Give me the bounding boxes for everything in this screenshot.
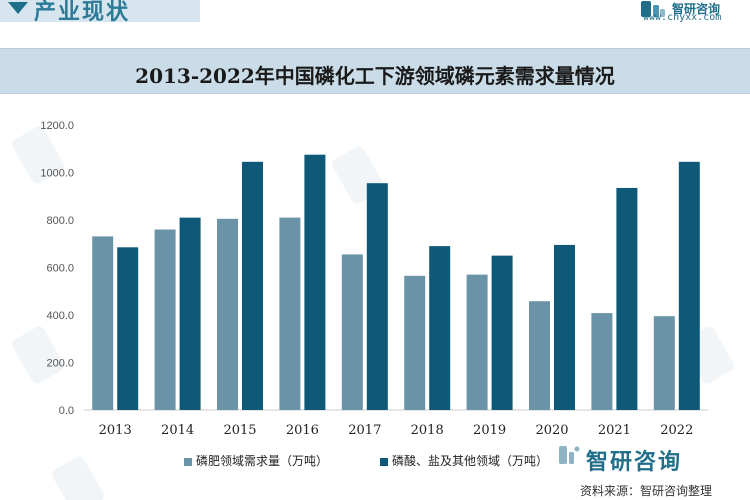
y-tick-label: 600.0: [46, 263, 74, 275]
bar-series-1-2017: [341, 254, 363, 410]
bar-series-1-2019: [466, 274, 488, 410]
brand-logo-icon: [641, 1, 665, 17]
x-tick-label: 2020: [535, 423, 568, 438]
brand-url[interactable]: www.chyxx.com: [643, 12, 722, 23]
bar-series-2-2014: [179, 217, 201, 410]
section-title: 产业现状: [34, 0, 131, 24]
y-tick-label: 400.0: [46, 310, 74, 322]
y-tick-label: 1200.0: [40, 120, 74, 132]
bar-series-2-2020: [554, 244, 575, 410]
x-tick-label: 2015: [223, 423, 256, 438]
x-axis-labels: 2013 2014 2015 2016 2017 2018 2019 2020 2021 2022: [99, 423, 694, 438]
legend-swatch-series-2: [380, 457, 388, 466]
bar-series-1-2013: [92, 236, 114, 410]
top-bar: 产业现状 智研咨询 www.chyxx.com: [0, 0, 750, 40]
bar-series-1-2016: [279, 217, 301, 410]
bar-series-2-2019: [491, 255, 513, 410]
x-tick-label: 2021: [598, 423, 631, 438]
bar-series-2-2018: [429, 246, 451, 410]
bar-series-1-2018: [404, 275, 426, 410]
x-tick-label: 2022: [660, 423, 693, 438]
x-tick-label: 2016: [286, 423, 319, 438]
bars: [92, 154, 700, 410]
x-tick-label: 2013: [99, 423, 132, 438]
bar-series-2-2015: [242, 161, 263, 410]
bar-series-1-2020: [529, 301, 550, 410]
chart-title: 2013-2022年中国磷化工下游领域磷元素需求量情况: [135, 64, 615, 88]
bar-series-2-2022: [678, 161, 700, 410]
x-tick-label: 2019: [473, 423, 506, 438]
legend-item-series-1[interactable]: 磷肥领域需求量（万吨）: [184, 452, 328, 469]
legend-label-series-1: 磷肥领域需求量（万吨）: [196, 454, 329, 468]
legend-swatch-series-1: [184, 457, 192, 466]
legend-item-series-2[interactable]: 磷酸、盐及其他领域（万吨）: [380, 452, 548, 469]
bar-series-2-2016: [304, 154, 326, 410]
bar-series-1-2015: [217, 218, 238, 410]
y-tick-label: 200.0: [46, 358, 74, 370]
section-header-band: [0, 0, 200, 22]
x-tick-label: 2014: [161, 423, 194, 438]
bar-series-1-2014: [154, 229, 176, 410]
y-tick-label: 0.0: [59, 405, 74, 417]
footer-logo-icon: [559, 446, 580, 464]
y-axis: 0.0 200.0 400.0 600.0 800.0 1000.0 1200.0: [40, 120, 74, 417]
chevron-down-icon: [8, 2, 28, 14]
legend-label-series-2: 磷酸、盐及其他领域（万吨）: [392, 454, 549, 468]
bar-series-2-2013: [117, 247, 139, 410]
brand-name: 智研咨询: [672, 2, 721, 16]
x-tick-label: 2017: [348, 423, 381, 438]
source-note: 资料来源：智研咨询整理: [580, 484, 713, 498]
chart-title-band: 2013-2022年中国磷化工下游领域磷元素需求量情况: [0, 48, 750, 94]
y-tick-label: 800.0: [46, 215, 74, 227]
x-tick-label: 2018: [411, 423, 444, 438]
bar-series-2-2021: [616, 187, 638, 410]
y-tick-label: 1000.0: [40, 168, 74, 180]
footer-brand-name: 智研咨询: [586, 449, 683, 474]
bar-series-1-2022: [653, 316, 675, 410]
bar-series-1-2021: [591, 313, 613, 410]
bar-series-2-2017: [366, 183, 388, 410]
